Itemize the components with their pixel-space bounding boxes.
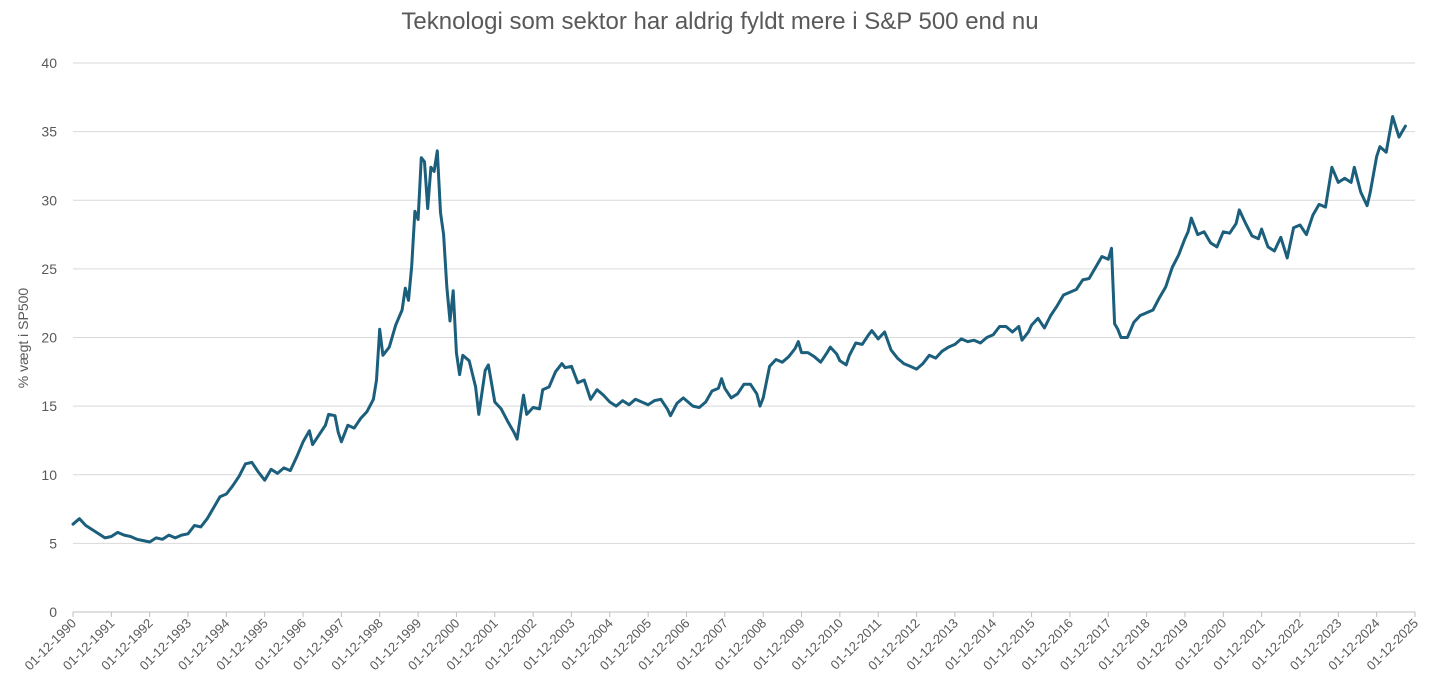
series-line xyxy=(71,115,1407,544)
y-tick-label: 20 xyxy=(41,330,57,346)
axes xyxy=(72,611,1416,617)
chart-title: Teknologi som sektor har aldrig fyldt me… xyxy=(401,8,1039,35)
y-tick-label: 0 xyxy=(49,604,57,620)
y-tick-label: 10 xyxy=(41,467,57,483)
y-tick-label: 35 xyxy=(41,124,57,140)
y-tick-label: 25 xyxy=(41,261,57,277)
y-axis-ticks: 0 5 10 15 20 25 30 35 40 xyxy=(41,55,57,620)
y-tick-label: 15 xyxy=(41,398,57,414)
y-tick-label: 5 xyxy=(49,535,57,551)
y-axis-title: % vægt i SP500 xyxy=(15,288,31,389)
gridlines xyxy=(73,62,1415,544)
series-layer xyxy=(71,115,1407,544)
y-tick-label: 30 xyxy=(41,192,57,208)
y-tick-label: 40 xyxy=(41,55,57,71)
x-axis-ticks: 01-12-199001-12-199101-12-199201-12-1993… xyxy=(21,616,1421,674)
